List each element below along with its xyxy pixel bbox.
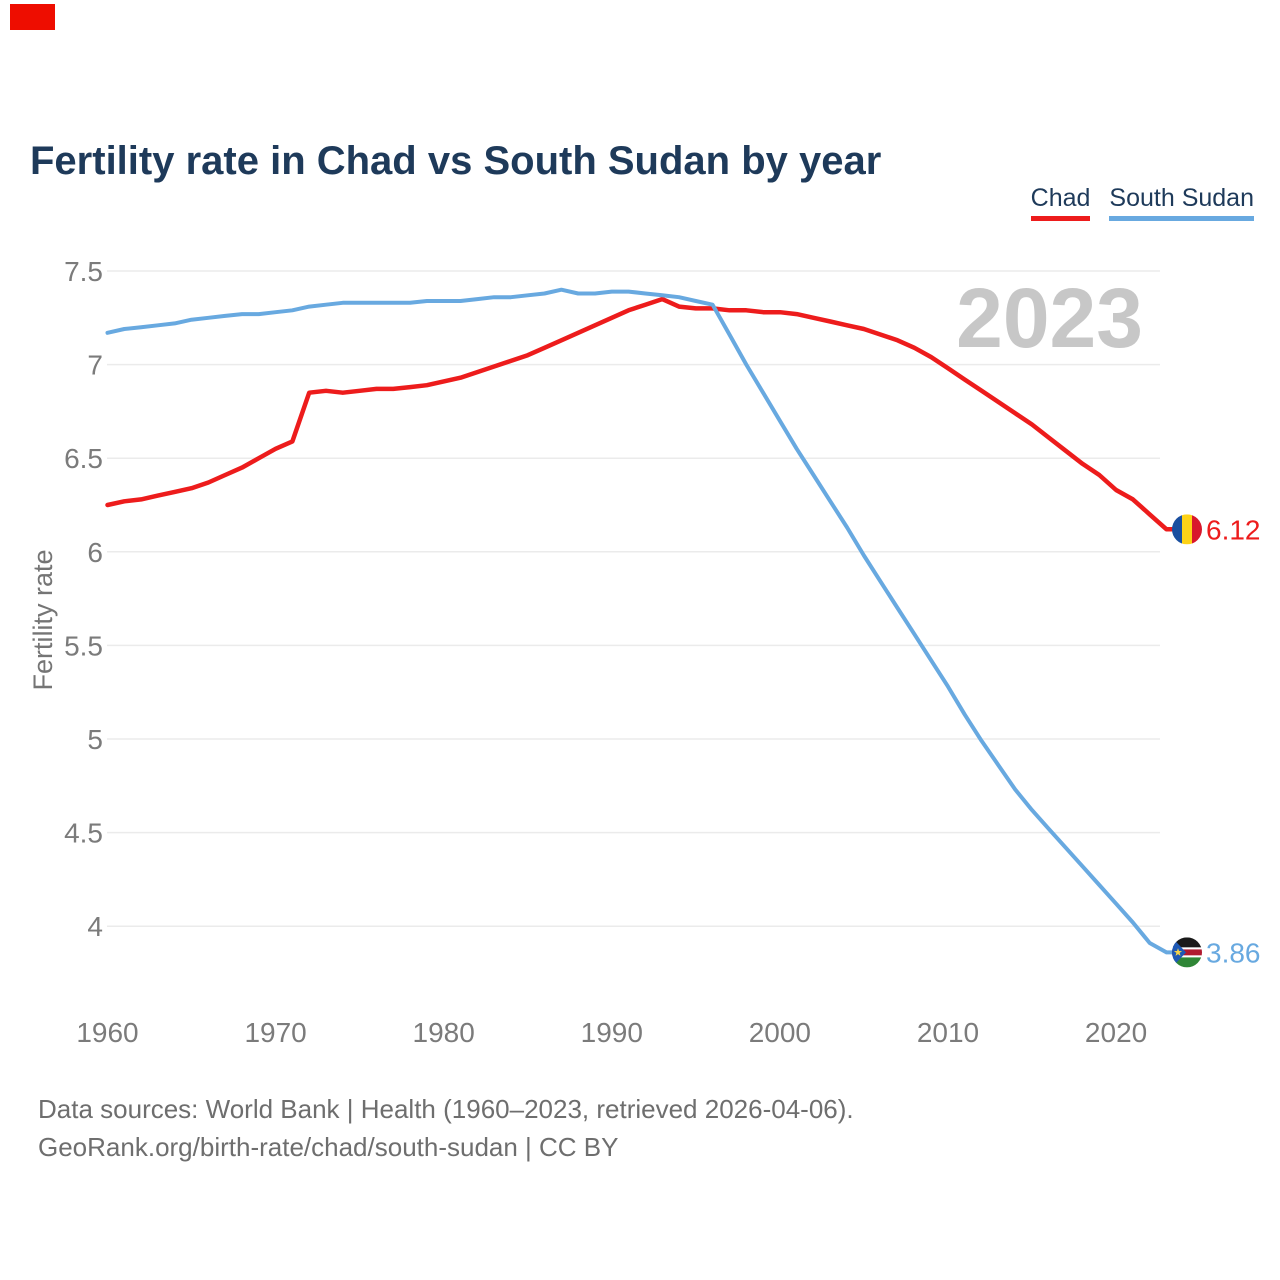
y-tick-label: 6 — [87, 537, 103, 568]
x-tick-label: 1970 — [244, 1017, 306, 1048]
series-line-south-sudan[interactable] — [105, 287, 1174, 955]
end-value-south-sudan: 3.86 — [1206, 937, 1261, 968]
page-title: Fertility rate in Chad vs South Sudan by… — [30, 138, 882, 183]
footer-credits: Data sources: World Bank | Health (1960–… — [38, 1090, 854, 1166]
legend-item-chad[interactable]: Chad — [1030, 184, 1091, 221]
flag-chad-icon — [1172, 514, 1202, 545]
watermark-year: 2023 — [956, 271, 1143, 365]
legend-item-south-sudan[interactable]: South Sudan — [1109, 184, 1254, 221]
y-tick-label: 7.5 — [64, 256, 103, 287]
y-tick-label: 5 — [87, 724, 103, 755]
footer-data-sources: Data sources: World Bank | Health (1960–… — [38, 1094, 854, 1124]
x-tick-label: 2020 — [1085, 1017, 1147, 1048]
flag-south-sudan-icon — [1172, 937, 1202, 968]
end-value-chad: 6.12 — [1206, 514, 1261, 545]
y-tick-label: 4.5 — [64, 818, 103, 849]
y-tick-label: 7 — [87, 350, 103, 381]
y-tick-label: 6.5 — [64, 443, 103, 474]
x-tick-label: 2000 — [749, 1017, 811, 1048]
series-line-chad[interactable] — [105, 296, 1175, 532]
y-tick-label: 5.5 — [64, 630, 103, 661]
x-tick-label: 1980 — [413, 1017, 475, 1048]
y-axis-label: Fertility rate — [28, 549, 58, 690]
x-tick-label: 1990 — [581, 1017, 643, 1048]
x-tick-label: 2010 — [917, 1017, 979, 1048]
footer-attribution: GeoRank.org/birth-rate/chad/south-sudan … — [38, 1132, 619, 1162]
x-tick-label: 1960 — [76, 1017, 138, 1048]
y-tick-label: 4 — [87, 911, 103, 942]
corner-marker — [10, 4, 55, 30]
legend: Chad South Sudan — [1030, 184, 1254, 221]
